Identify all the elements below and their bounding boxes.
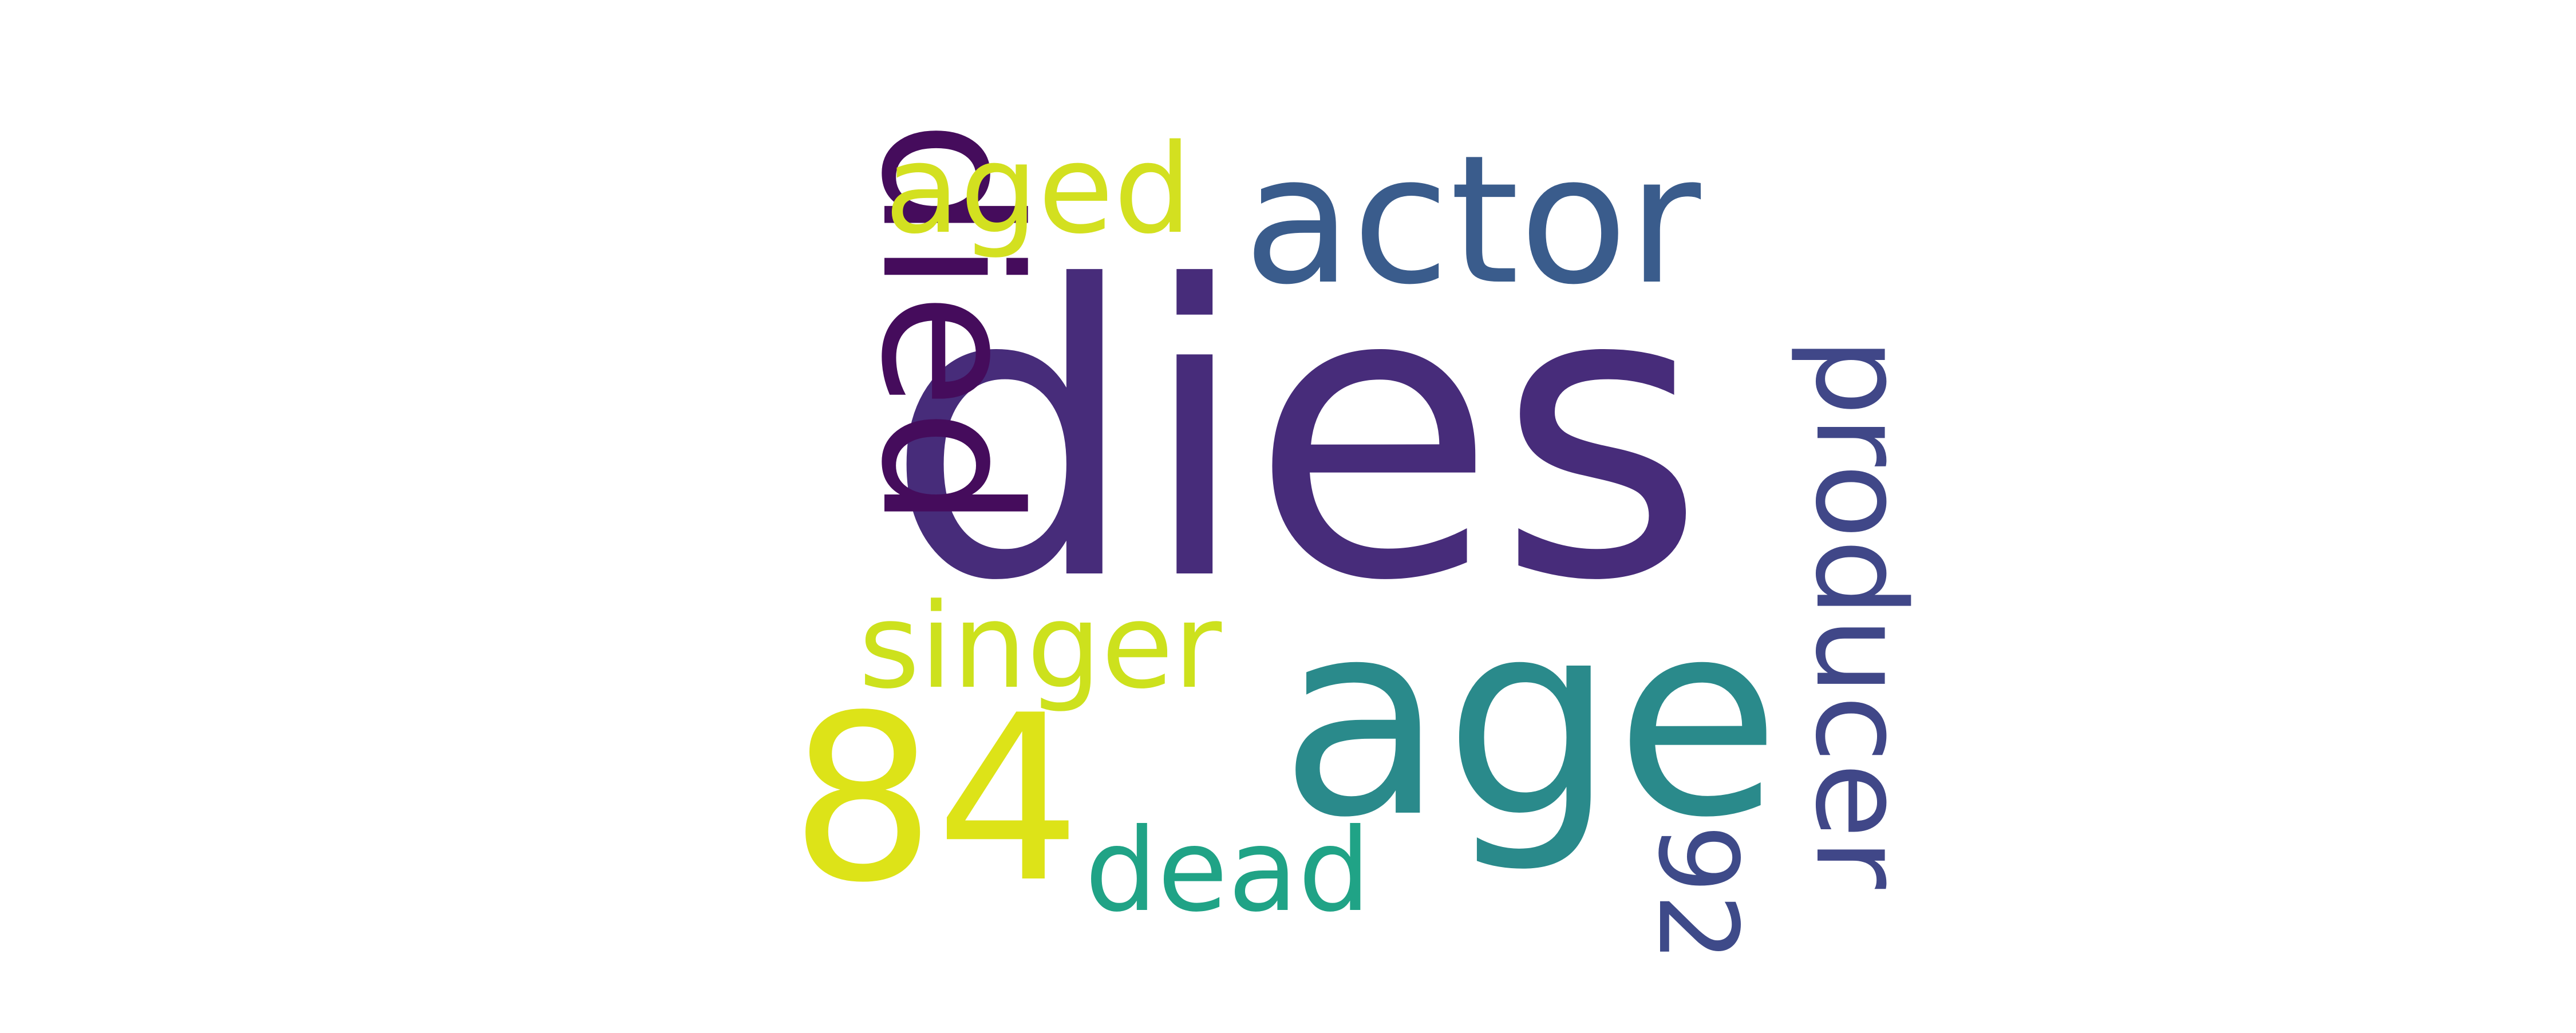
word-died: died: [840, 120, 1060, 529]
word-dies: dies: [884, 202, 1705, 668]
word-84: 84: [790, 667, 1081, 933]
word-aged: aged: [884, 117, 1192, 261]
word-actor: actor: [1243, 117, 1702, 324]
word-age: age: [1279, 563, 1781, 876]
word-singer: singer: [859, 579, 1222, 715]
word-producer: producer: [1788, 338, 1932, 889]
word-dead: dead: [1085, 804, 1371, 937]
word-92: 92: [1634, 824, 1761, 963]
